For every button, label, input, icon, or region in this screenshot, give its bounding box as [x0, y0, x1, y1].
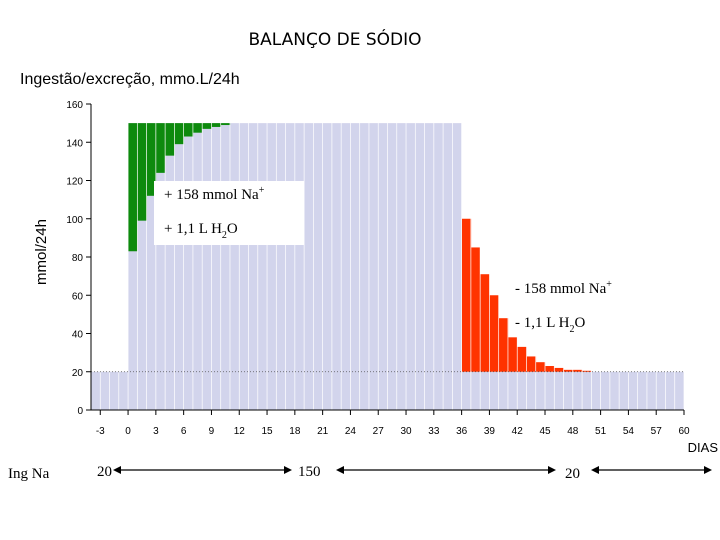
excess-excretion-bar [554, 367, 564, 372]
excess-excretion-bar [563, 369, 574, 372]
loss-water-label: - 1,1 L H2O [515, 315, 585, 335]
x-tick-label: 30 [400, 426, 412, 437]
plot-area [90, 104, 685, 410]
excess-excretion-bar [498, 318, 509, 372]
x-tick-label: 15 [261, 426, 273, 437]
x-tick-label: 0 [125, 426, 131, 437]
x-tick-label: 51 [595, 426, 607, 437]
x-tick-label: 33 [428, 426, 440, 437]
x-tick-label: 48 [567, 426, 579, 437]
y-tick-label: 80 [72, 253, 84, 264]
gain-water-label: + 1,1 L H2O [164, 221, 238, 241]
intake-value-load: 150 [298, 464, 321, 480]
retention-bar [220, 123, 231, 126]
x-tick-label: 36 [456, 426, 468, 437]
y-axis-label: mmol/24h [33, 219, 50, 285]
excess-excretion-bar [535, 362, 546, 372]
excess-excretion-bar [582, 370, 592, 372]
excess-excretion-bar [489, 295, 499, 372]
intake-row-label: Ing Na [8, 466, 50, 482]
x-axis-label: DIAS [688, 440, 719, 455]
x-tick-label: 6 [181, 426, 187, 437]
x-tick-label: -3 [96, 426, 105, 437]
x-tick-label: 3 [153, 426, 159, 437]
y-tick-label: 100 [66, 215, 83, 226]
retention-bar [137, 123, 147, 221]
excess-excretion-bar [572, 369, 583, 372]
y-tick-label: 160 [66, 100, 83, 111]
excess-excretion-bar [461, 218, 472, 372]
retention-bar [155, 123, 166, 173]
excess-excretion-bar [470, 247, 481, 372]
retention-bar [146, 123, 157, 196]
retention-bar [192, 123, 203, 133]
x-tick-label: 21 [317, 426, 329, 437]
retention-bar [128, 123, 138, 252]
y-tick-label: 40 [72, 330, 84, 341]
x-tick-label: 60 [678, 426, 690, 437]
y-tick-label: 140 [66, 138, 83, 149]
x-tick-label: 54 [623, 426, 635, 437]
retention-bar [183, 123, 194, 137]
excess-excretion-bar [526, 356, 537, 372]
excess-excretion-bar [480, 274, 490, 372]
gain-sodium-label: + 158 mmol Na+ [164, 185, 265, 203]
excess-excretion-bar [507, 337, 518, 372]
slide-title: BALANÇO DE SÓDIO [248, 28, 421, 50]
x-tick-label: 12 [234, 426, 246, 437]
x-tick-label: 9 [209, 426, 215, 437]
retention-bar [202, 123, 212, 129]
x-tick-label: 18 [289, 426, 301, 437]
x-tick-label: 57 [651, 426, 663, 437]
x-tick-label: 42 [512, 426, 524, 437]
intake-value-post: 20 [565, 466, 580, 482]
y-tick-label: 20 [72, 368, 84, 379]
x-tick-label: 39 [484, 426, 496, 437]
loss-sodium-label: - 158 mmol Na+ [515, 279, 612, 297]
y-tick-label: 60 [72, 291, 84, 302]
retention-bar [165, 123, 175, 156]
y-tick-label: 0 [77, 406, 83, 417]
retention-bar [174, 123, 184, 145]
x-tick-label: 45 [539, 426, 551, 437]
gain-annotation-box [154, 181, 304, 245]
x-tick-label: 24 [345, 426, 357, 437]
y-tick-label: 120 [66, 177, 83, 188]
excess-excretion-bar [517, 346, 527, 372]
intake-value-pre: 20 [97, 464, 112, 480]
x-tick-label: 27 [373, 426, 385, 437]
excess-excretion-bar [545, 366, 555, 372]
retention-bar [211, 123, 222, 127]
chart-title: Ingestão/excreção, mmo.L/24h [20, 71, 240, 88]
